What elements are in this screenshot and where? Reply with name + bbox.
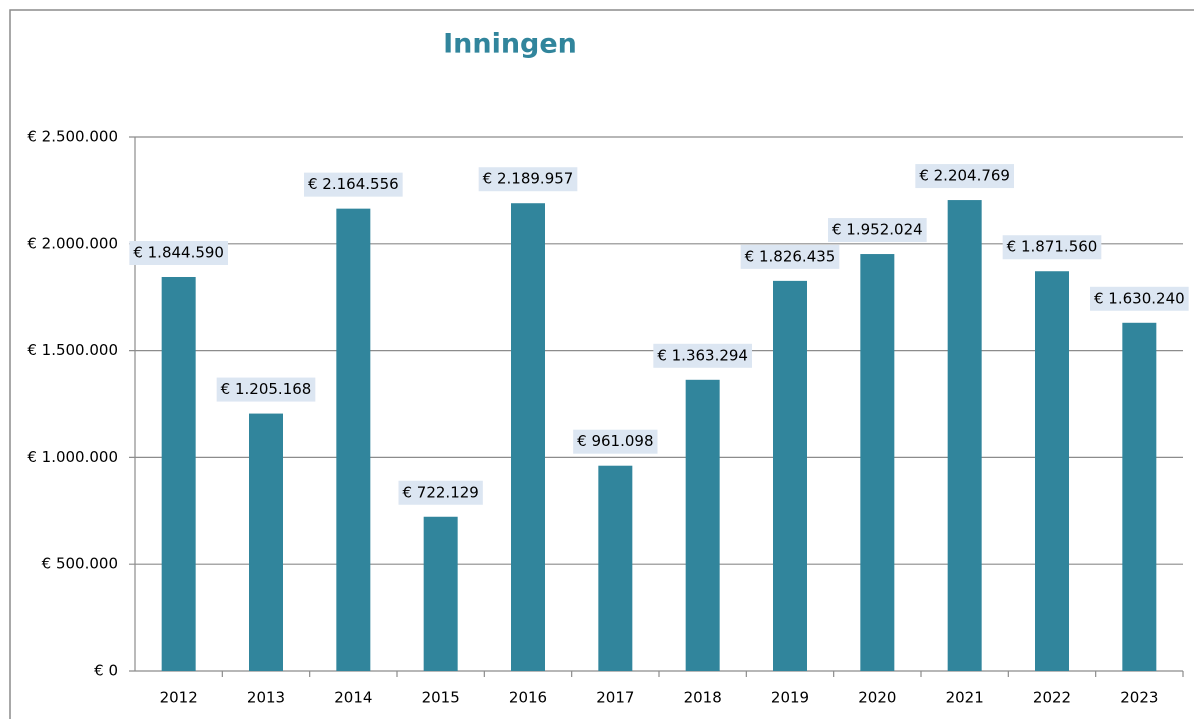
value-label-bg	[915, 164, 1014, 189]
value-label: € 2.204.769	[919, 167, 1010, 185]
y-tick-label: € 1.500.000	[27, 341, 118, 359]
value-label-bg	[1090, 286, 1189, 311]
x-tick-label: 2018	[684, 689, 722, 707]
value-label: € 2.189.957	[483, 170, 574, 188]
chart-title: Inningen	[443, 29, 577, 60]
x-tick-label: 2016	[509, 689, 547, 707]
x-tick-label: 2013	[247, 689, 285, 707]
y-tick-label: € 1.000.000	[27, 448, 118, 466]
y-tick-label: € 2.000.000	[27, 234, 118, 252]
x-tick-label: 2022	[1033, 689, 1071, 707]
bar	[423, 516, 458, 671]
y-tick-label: € 0	[94, 662, 118, 680]
value-label-bg	[398, 480, 483, 505]
value-label-bg	[129, 240, 228, 265]
x-tick-label: 2020	[858, 689, 896, 707]
value-label: € 1.826.435	[745, 247, 836, 265]
value-label-bg	[304, 172, 403, 197]
value-label-bg	[740, 244, 840, 269]
x-tick-label: 2021	[946, 689, 984, 707]
value-label: € 1.952.024	[832, 221, 923, 239]
value-label: € 1.363.294	[657, 346, 748, 364]
value-label-bg	[573, 429, 658, 454]
value-label: € 722.129	[402, 483, 478, 501]
bar	[161, 276, 196, 671]
value-label-bg	[653, 343, 752, 368]
bar	[511, 203, 545, 671]
x-tick-label: 2017	[596, 689, 634, 707]
x-tick-label: 2012	[160, 689, 198, 707]
bar	[1035, 271, 1069, 671]
y-tick-label: € 500.000	[42, 555, 118, 573]
bar	[249, 413, 283, 671]
x-tick-label: 2023	[1120, 689, 1158, 707]
bar	[1122, 322, 1157, 671]
x-tick-label: 2015	[422, 689, 460, 707]
bar	[685, 379, 720, 671]
value-label: € 1.630.240	[1094, 289, 1185, 307]
value-label-bg	[478, 167, 578, 192]
y-tick-label: € 2.500.000	[27, 128, 118, 146]
x-tick-label: 2019	[771, 689, 809, 707]
value-label: € 1.205.168	[221, 380, 312, 398]
bar	[860, 254, 895, 671]
value-label: € 961.098	[577, 432, 653, 450]
bar	[598, 465, 633, 671]
value-label-bg	[1002, 235, 1102, 260]
bar	[773, 280, 807, 671]
value-label: € 1.871.560	[1007, 238, 1098, 256]
bar	[947, 200, 982, 671]
bar	[336, 208, 371, 672]
value-label-bg	[828, 218, 927, 243]
value-label: € 1.844.590	[133, 243, 224, 261]
value-label: € 2.164.556	[308, 175, 399, 193]
value-label-bg	[216, 377, 316, 402]
x-tick-label: 2014	[334, 689, 372, 707]
